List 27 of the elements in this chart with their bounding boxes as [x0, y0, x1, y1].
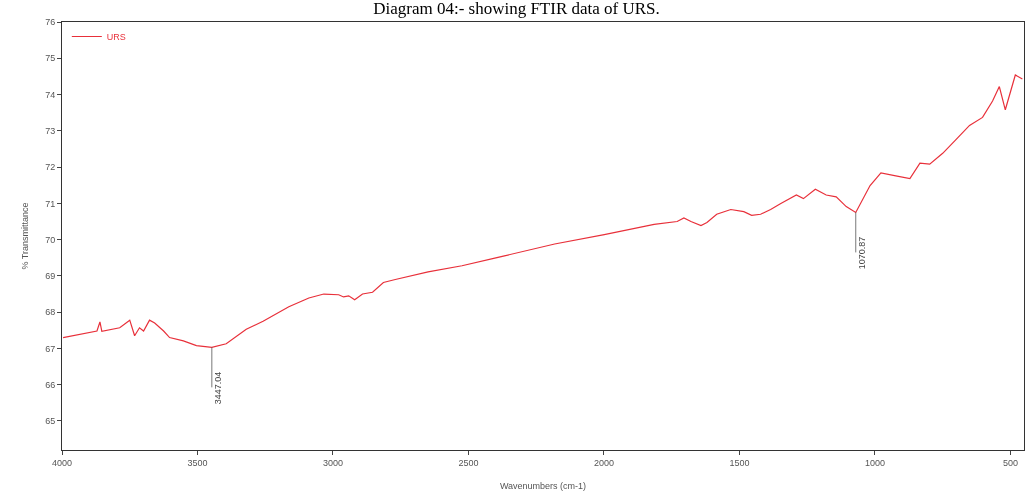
line-series — [62, 74, 1023, 348]
x-tick-label: 3500 — [187, 457, 208, 468]
y-tick-label: 70 — [45, 234, 56, 245]
x-tick-label: 500 — [1002, 457, 1018, 468]
x-axis-title: Wavenumbers (cm-1) — [499, 480, 587, 491]
x-tick-label: 3000 — [322, 457, 344, 468]
legend-label: URS — [106, 32, 126, 43]
y-tick-label: 65 — [45, 416, 56, 427]
chart-title: Diagram 04:- showing FTIR data of URS. — [373, 0, 660, 19]
y-tick-label: 68 — [45, 307, 56, 318]
y-tick-label: 75 — [45, 53, 56, 64]
y-tick-label: 69 — [45, 271, 56, 282]
x-tick-label: 2500 — [458, 457, 479, 468]
y-tick-label: 72 — [45, 162, 56, 173]
annotation: 3447.04 — [213, 371, 224, 405]
x-tick-label: 4000 — [51, 457, 73, 468]
y-tick-label: 66 — [45, 379, 56, 390]
x-tick-label: 1500 — [729, 457, 750, 468]
y-tick-label: 74 — [45, 89, 56, 100]
y-tick-label: 73 — [45, 125, 56, 136]
y-tick-label: 71 — [45, 198, 56, 209]
y-tick-label: 76 — [45, 17, 56, 28]
x-tick-label: 2000 — [593, 457, 614, 468]
y-axis-title: % Transmittance — [19, 202, 30, 270]
x-tick-label: 1000 — [864, 457, 885, 468]
annotation: 1070.87 — [857, 236, 868, 270]
y-tick-label: 67 — [45, 343, 56, 354]
